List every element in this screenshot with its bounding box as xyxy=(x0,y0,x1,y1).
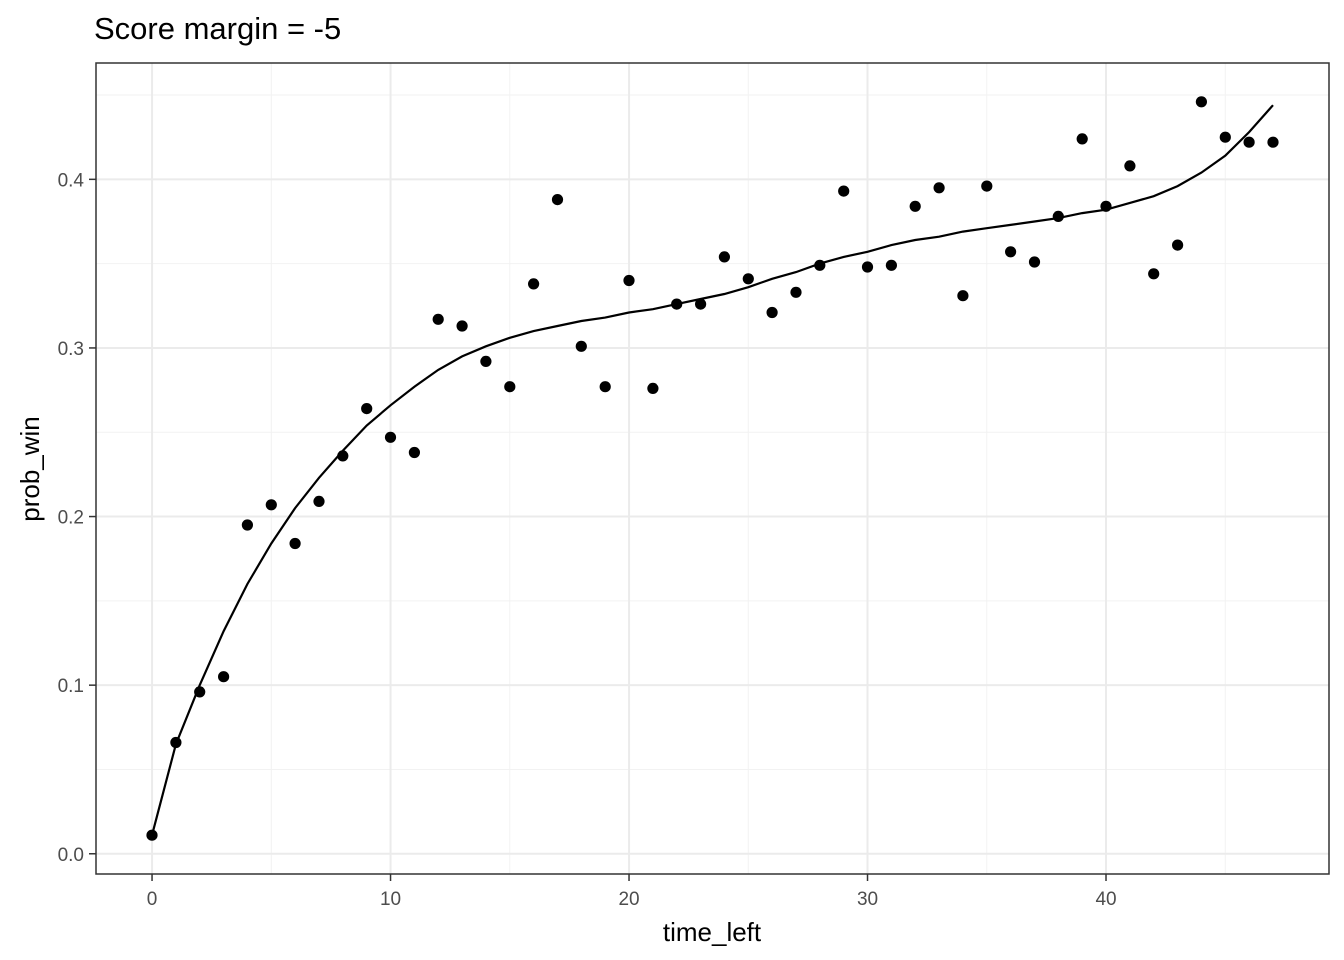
data-point xyxy=(408,446,420,459)
major-gridlines xyxy=(96,63,1329,874)
data-point xyxy=(1243,136,1255,148)
data-point xyxy=(1148,268,1160,280)
data-point xyxy=(1100,200,1112,212)
data-point xyxy=(885,259,898,271)
data-point xyxy=(146,829,158,841)
data-point xyxy=(838,185,850,197)
data-point xyxy=(313,495,325,507)
data-point xyxy=(504,381,516,393)
data-point xyxy=(671,298,683,310)
data-point xyxy=(1076,133,1088,145)
data-point xyxy=(599,381,611,393)
data-point xyxy=(241,519,253,531)
data-point xyxy=(432,313,444,325)
data-point xyxy=(909,200,921,212)
data-point xyxy=(1195,96,1207,108)
data-point xyxy=(170,736,182,749)
data-point xyxy=(861,261,874,273)
data-point xyxy=(528,278,540,290)
data-point xyxy=(194,686,206,698)
x-tick-label: 20 xyxy=(618,889,639,910)
points-layer xyxy=(146,96,1279,841)
data-point xyxy=(361,403,373,415)
chart-title: Score margin = -5 xyxy=(94,11,341,46)
data-point xyxy=(265,499,277,511)
data-point xyxy=(218,671,230,683)
y-tick-label: 0.0 xyxy=(58,845,84,866)
y-axis-title: prob_win xyxy=(15,416,45,522)
data-point xyxy=(957,290,969,302)
data-point xyxy=(718,251,731,263)
data-point xyxy=(981,180,993,192)
y-tick-label: 0.2 xyxy=(58,508,84,529)
y-tick-label: 0.3 xyxy=(58,339,84,360)
data-point xyxy=(575,340,587,352)
data-point xyxy=(1219,131,1231,143)
data-point xyxy=(456,320,468,332)
data-point xyxy=(289,537,301,550)
data-point xyxy=(742,273,754,285)
x-tick-label: 10 xyxy=(380,889,401,910)
x-tick-label: 30 xyxy=(857,889,878,910)
data-point xyxy=(766,306,778,319)
data-point xyxy=(623,274,635,287)
data-point xyxy=(790,286,802,298)
y-axis-ticks: 0.0 0.1 0.2 0.3 0.4 xyxy=(58,170,96,866)
panel-border xyxy=(95,62,1330,875)
data-point xyxy=(1005,246,1017,258)
y-tick-label: 0.1 xyxy=(58,676,84,697)
x-tick-label: 0 xyxy=(147,889,158,910)
y-tick-label: 0.4 xyxy=(58,170,85,191)
minor-gridlines xyxy=(96,63,1329,874)
data-point xyxy=(1172,239,1184,251)
data-point xyxy=(1052,210,1064,222)
data-point xyxy=(933,182,945,194)
x-tick-label: 40 xyxy=(1095,889,1116,910)
data-point xyxy=(337,450,349,462)
x-axis-title: time_left xyxy=(663,917,762,947)
data-point xyxy=(647,382,659,394)
data-point xyxy=(1124,160,1136,172)
data-point xyxy=(1028,256,1041,268)
data-point xyxy=(551,194,564,206)
data-point xyxy=(384,431,397,443)
data-point xyxy=(814,259,826,271)
x-axis-ticks: 0 10 20 30 40 xyxy=(147,874,1117,910)
data-point xyxy=(695,298,707,310)
data-point xyxy=(480,355,492,367)
data-point xyxy=(1267,136,1279,148)
